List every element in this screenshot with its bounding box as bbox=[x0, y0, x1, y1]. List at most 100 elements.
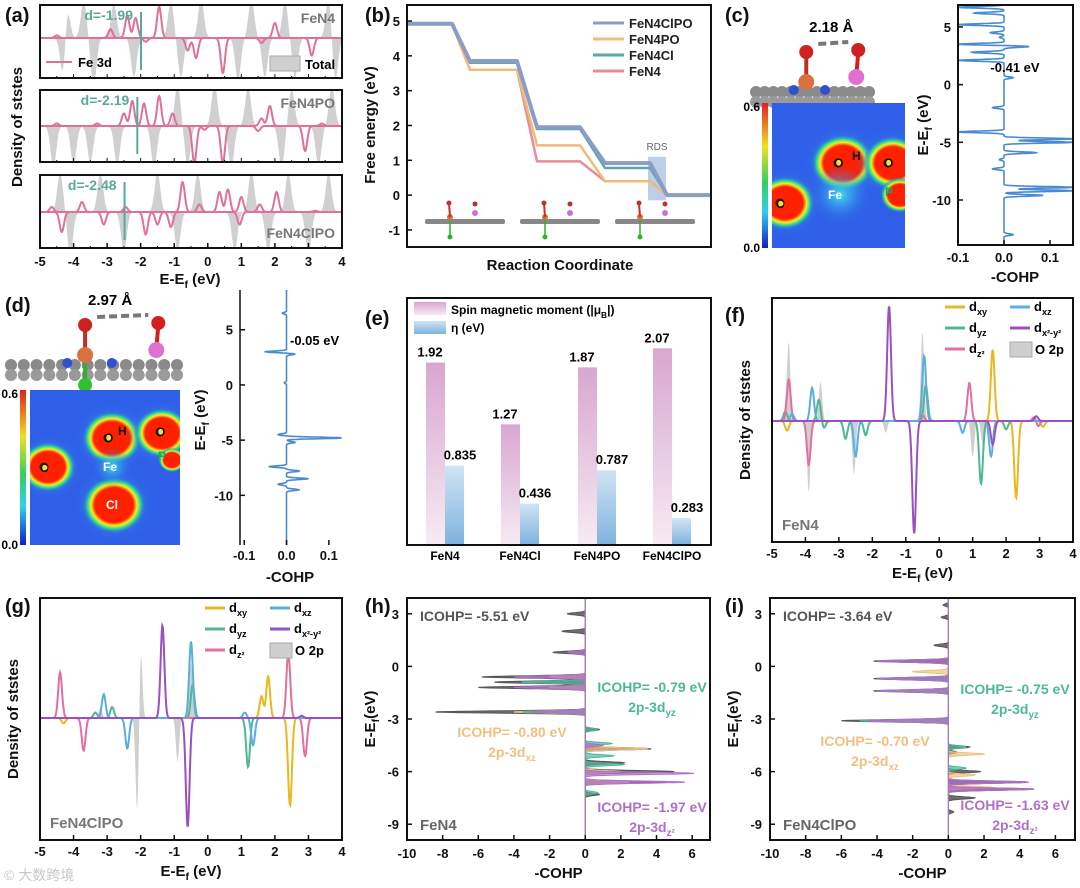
y-axis-label-part: E-E bbox=[725, 722, 742, 747]
x-axis-label-part: (eV) bbox=[921, 565, 954, 582]
y-tick-label: -5 bbox=[221, 433, 233, 448]
po-o-atom bbox=[472, 201, 478, 207]
x-axis-label-part: E-E bbox=[892, 565, 917, 582]
x-axis-label-part: E-E bbox=[159, 271, 184, 288]
panel-label: (a) bbox=[5, 5, 29, 27]
c-atom bbox=[828, 86, 841, 98]
atom-label: Cl bbox=[106, 498, 118, 512]
bar-value-label: 0.436 bbox=[519, 486, 552, 501]
y-axis-label-part: E-E bbox=[192, 426, 209, 451]
orbital-pair-label: 2p-3dxz bbox=[851, 753, 899, 773]
legend-total-swatch bbox=[269, 55, 301, 72]
fe3d-spin-down-line bbox=[40, 125, 342, 162]
category-label: FeN4 bbox=[430, 549, 460, 563]
legend-label-part: yz bbox=[237, 629, 247, 639]
o-atom bbox=[799, 45, 814, 59]
y-tick-label: 5 bbox=[944, 20, 951, 35]
c-atom bbox=[119, 359, 132, 371]
orbital-pair-label-part: xz bbox=[888, 762, 898, 773]
y-axis-label: Free energy (eV) bbox=[362, 66, 379, 184]
y-tick-label: 1 bbox=[393, 153, 400, 168]
colorbar-min-label: 0.0 bbox=[1, 538, 18, 552]
o-atom bbox=[851, 43, 866, 57]
intermediate-structure bbox=[425, 200, 505, 240]
x-tick-label: 1 bbox=[969, 546, 976, 561]
c-atom bbox=[767, 86, 780, 98]
p-atom bbox=[662, 210, 668, 216]
legend-label: dx²-y² bbox=[294, 621, 321, 639]
elf-basin bbox=[880, 177, 905, 213]
n-atom bbox=[106, 358, 117, 368]
atom-marker bbox=[883, 158, 893, 168]
legend-o2p-label: O 2p bbox=[1035, 342, 1064, 357]
legend-spin-swatch bbox=[414, 302, 446, 315]
po-o-atom bbox=[662, 201, 668, 207]
c-atom bbox=[94, 369, 107, 381]
legend-total-label: Total bbox=[305, 57, 335, 72]
x-tick-label: -0.1 bbox=[233, 548, 255, 563]
n-atom bbox=[788, 85, 799, 95]
x-axis-label-part: f bbox=[186, 871, 190, 883]
y-axis-label-part: f bbox=[733, 718, 745, 722]
x-tick-label: 0 bbox=[204, 254, 211, 269]
eta-bar bbox=[445, 465, 464, 545]
cohp-area bbox=[868, 598, 1033, 840]
x-axis-label-part: E-E bbox=[160, 863, 185, 880]
colorbar-max-label: 0.6 bbox=[1, 387, 18, 401]
y-axis-label: Density of ststes bbox=[737, 360, 754, 480]
x-tick-label: 6 bbox=[1052, 846, 1059, 861]
orbital-pair-label-part: 2p-3d bbox=[628, 699, 665, 715]
y-axis-label-part: E-E bbox=[915, 131, 932, 156]
x-axis-label: E-Ef (eV) bbox=[160, 863, 221, 883]
atom-label: Fe bbox=[828, 188, 842, 202]
total-dos-area bbox=[40, 5, 342, 78]
orbital-pair-label-part: yz bbox=[1028, 710, 1038, 721]
atom-label: O bbox=[156, 425, 165, 439]
y-tick-label: 0 bbox=[944, 78, 951, 93]
total-icohp-label: ICOHP= -5.51 eV bbox=[420, 608, 530, 624]
atom-marker bbox=[103, 433, 113, 443]
x-tick-label: -4 bbox=[68, 254, 80, 269]
legend-label-part: xz bbox=[302, 608, 312, 618]
plot-frame bbox=[771, 297, 1074, 543]
c-atom bbox=[30, 359, 43, 371]
adsorption-structure bbox=[750, 40, 875, 108]
x-tick-label: 6 bbox=[689, 846, 696, 861]
atom-marker bbox=[39, 462, 49, 472]
y-tick-label: -6 bbox=[387, 765, 399, 780]
p-atom bbox=[148, 342, 165, 358]
orbital-pair-label: 2p-3dyz bbox=[991, 701, 1039, 721]
x-tick-label: 0 bbox=[582, 846, 589, 861]
c-atom bbox=[17, 369, 30, 381]
plot-frame bbox=[39, 597, 343, 841]
y-axis-label: Density of ststes bbox=[9, 67, 26, 187]
cl-atom bbox=[447, 234, 453, 240]
panel-label: (c) bbox=[725, 5, 749, 27]
x-axis-label: E-Ef (eV) bbox=[159, 271, 220, 291]
atom-label: P bbox=[885, 185, 893, 199]
y-tick-label: 0 bbox=[755, 659, 762, 674]
legend-label: dxy bbox=[969, 299, 988, 317]
o-atom bbox=[78, 318, 93, 332]
total-icohp-label: ICOHP= -3.64 eV bbox=[783, 608, 893, 624]
x-tick-label: 0 bbox=[204, 844, 211, 859]
legend-label: dz² bbox=[969, 341, 985, 359]
p-atom bbox=[567, 210, 573, 216]
y-tick-label: 4 bbox=[393, 49, 401, 64]
colorbar bbox=[762, 103, 768, 248]
plot-frame bbox=[957, 4, 1074, 246]
y-axis-label: Density of ststes bbox=[5, 659, 22, 779]
x-axis-label: -COHP bbox=[266, 569, 314, 586]
elf-basin bbox=[30, 441, 76, 493]
energy-profile-line bbox=[407, 21, 711, 198]
po-o-atom bbox=[567, 201, 573, 207]
atom-label: C bbox=[776, 197, 785, 211]
y-tick-label: 3 bbox=[393, 84, 400, 99]
y-axis-label-part: (eV) bbox=[725, 691, 742, 719]
legend-spin-label: Spin magnetic moment (|μB|) bbox=[451, 303, 614, 320]
legend-label-part: d bbox=[1034, 320, 1042, 335]
c-atom bbox=[132, 359, 145, 371]
elf-basin bbox=[82, 476, 146, 534]
rds-label: RDS bbox=[646, 142, 667, 153]
sample-label: FeN4ClPO bbox=[50, 815, 124, 832]
